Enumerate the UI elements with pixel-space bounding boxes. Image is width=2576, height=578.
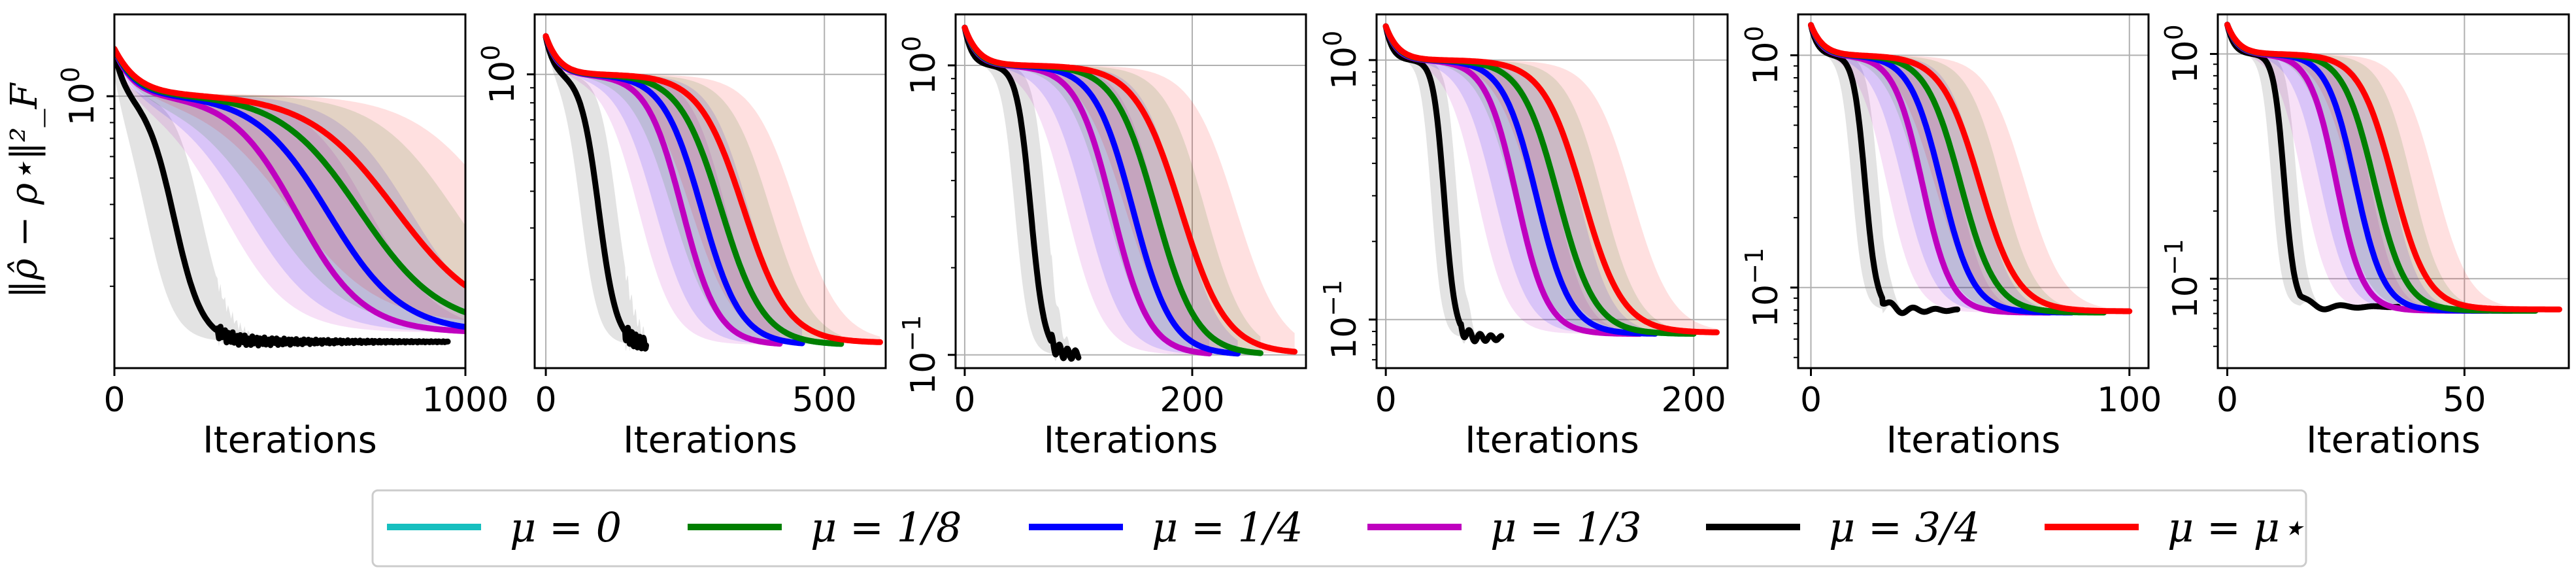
y-tick-label: 10−1 bbox=[897, 315, 943, 395]
confidence-band-- bbox=[114, 48, 465, 320]
y-axis-label: ‖ρ̂ − ρ⋆‖²_F bbox=[3, 82, 46, 298]
plot-area bbox=[114, 46, 465, 348]
plot-area bbox=[1382, 23, 1720, 345]
series-line-- bbox=[1808, 22, 2133, 314]
y-tick-label: 10−1 bbox=[1740, 248, 1786, 328]
x-tick-label: 50 bbox=[2443, 381, 2486, 420]
confidence-band-- bbox=[2227, 24, 2560, 310]
confidence-band-- bbox=[1811, 25, 2130, 312]
y-tick-label: 100 bbox=[1318, 31, 1364, 90]
x-axis-label: Iterations bbox=[1886, 419, 2061, 462]
legend-label: μ = 1/3 bbox=[1490, 503, 1641, 551]
legend-item: μ = 1/8 bbox=[688, 503, 962, 551]
series-line--3-4 bbox=[114, 49, 451, 348]
legend-label: μ = 3/4 bbox=[1829, 503, 1980, 551]
x-axis-label: Iterations bbox=[1044, 419, 1218, 462]
panel-5: 0 100 100 10−1 Iterations bbox=[1740, 13, 2162, 462]
series-line-- bbox=[543, 33, 883, 345]
legend-label: μ = 1/8 bbox=[811, 503, 962, 551]
y-tick-label: 10−1 bbox=[1318, 280, 1364, 360]
x-tick-label: 0 bbox=[103, 381, 125, 420]
plot-area bbox=[1808, 22, 2133, 316]
confidence-band--1-8 bbox=[964, 27, 1261, 355]
x-axis-label: Iterations bbox=[1465, 419, 1639, 462]
confidence-band--1-4 bbox=[114, 48, 465, 332]
legend-label: μ = 1/4 bbox=[1152, 503, 1303, 551]
series-line-- bbox=[2224, 22, 2562, 313]
confidence-band--1-8 bbox=[1386, 26, 1694, 334]
x-tick-label: 0 bbox=[535, 381, 557, 420]
x-axis-label: Iterations bbox=[203, 419, 377, 462]
plot-area bbox=[543, 33, 883, 352]
confidence-band--1-4 bbox=[964, 27, 1238, 355]
legend-item: μ = 3/4 bbox=[1706, 503, 1980, 551]
axes-frame bbox=[2216, 13, 2570, 369]
x-tick-label: 100 bbox=[2097, 381, 2162, 420]
series-line-- bbox=[962, 24, 1298, 355]
series-line-- bbox=[114, 46, 465, 289]
confidence-band--1-8 bbox=[2227, 24, 2536, 311]
legend-label: μ = μ⋆ bbox=[2167, 503, 2305, 551]
y-tick-label: 100 bbox=[897, 36, 943, 95]
y-tick-label: 100 bbox=[477, 45, 522, 104]
x-tick-label: 0 bbox=[954, 381, 975, 420]
plot-area bbox=[962, 24, 1298, 362]
x-tick-label: 1000 bbox=[422, 381, 509, 420]
confidence-band--1-3 bbox=[1811, 25, 2050, 313]
x-tick-label: 0 bbox=[1800, 381, 1822, 420]
panel-3: 0 200 100 10−1 Iterations bbox=[897, 13, 1307, 462]
panel-6: 0 50 100 10−1 Iterations bbox=[2160, 13, 2570, 462]
x-tick-label: 0 bbox=[2216, 381, 2238, 420]
series-line--3-4 bbox=[543, 33, 649, 352]
panel-1: 0 1000 100 Iterations bbox=[56, 13, 509, 462]
axes-frame bbox=[1797, 13, 2150, 369]
confidence-band--1-4 bbox=[1386, 26, 1656, 334]
x-axis-label: Iterations bbox=[2306, 419, 2481, 462]
confidence-band--3-4 bbox=[2227, 24, 2398, 310]
legend-label: μ = 0 bbox=[510, 503, 622, 551]
panel-4: 0 200 100 10−1 Iterations bbox=[1318, 13, 1729, 462]
x-tick-label: 0 bbox=[1375, 381, 1397, 420]
legend-item: μ = 1/4 bbox=[1029, 503, 1303, 551]
panel-2: 0 500 100 Iterations bbox=[477, 13, 887, 462]
plot-area bbox=[2224, 22, 2562, 314]
legend-item: μ = μ⋆ bbox=[2045, 503, 2305, 551]
x-tick-label: 200 bbox=[1160, 381, 1224, 420]
legend-item: μ = 0 bbox=[387, 503, 622, 551]
confidence-band--1-3 bbox=[2227, 24, 2488, 311]
legend: μ = 0 μ = 1/8 μ = 1/4 μ = 1/3 μ = 3/4 μ = μ⋆ bbox=[371, 489, 2307, 568]
confidence-band--1-8 bbox=[114, 48, 465, 327]
confidence-band--1-3 bbox=[114, 48, 465, 333]
y-tick-label: 100 bbox=[1740, 26, 1786, 84]
axes-frame bbox=[113, 13, 467, 369]
x-axis-label: Iterations bbox=[623, 419, 797, 462]
x-tick-label: 200 bbox=[1662, 381, 1726, 420]
axes-frame bbox=[1375, 13, 1729, 369]
series-line--3-4 bbox=[1382, 23, 1505, 345]
x-tick-label: 500 bbox=[792, 381, 857, 420]
legend-frame bbox=[371, 489, 2307, 568]
legend-item: μ = 1/3 bbox=[1367, 503, 1641, 551]
confidence-band--3-4 bbox=[114, 48, 448, 348]
confidence-band--3-4 bbox=[1811, 25, 1958, 314]
confidence-band--3-4 bbox=[964, 27, 1079, 362]
y-tick-label: 100 bbox=[56, 67, 102, 126]
y-tick-label: 100 bbox=[2160, 24, 2205, 83]
series-line-- bbox=[1382, 23, 1720, 335]
confidence-band--1-4 bbox=[1811, 25, 2073, 313]
series-line--3-4 bbox=[962, 24, 1082, 362]
y-tick-label: 10−1 bbox=[2160, 239, 2205, 318]
axes-frame bbox=[954, 13, 1307, 369]
